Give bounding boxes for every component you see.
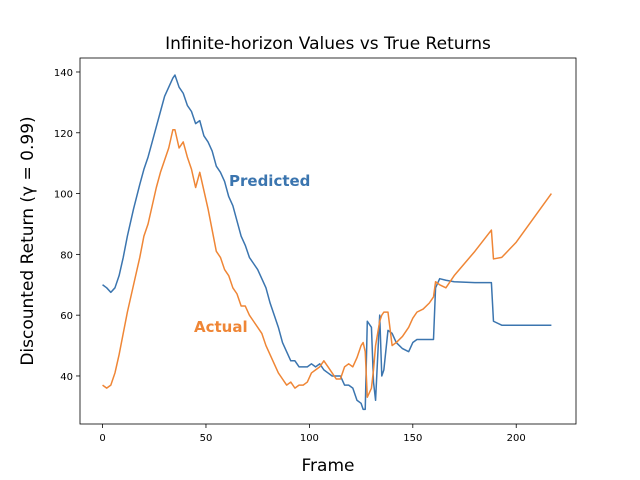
x-tick-label: 0 (99, 433, 105, 444)
y-tick-label: 120 (54, 129, 73, 140)
y-tick-label: 140 (54, 68, 73, 79)
x-tick-label: 200 (507, 433, 526, 444)
data-line (102, 74, 552, 411)
x-axis-label: Frame (302, 456, 355, 476)
y-tick-label: 100 (54, 190, 73, 201)
x-tick-label: 150 (403, 433, 422, 444)
y-tick-label: 40 (60, 372, 73, 383)
x-tick-label: 100 (300, 433, 319, 444)
y-axis-label: Discounted Return (γ = 0.99) (18, 116, 38, 365)
y-tick-label: 80 (60, 250, 73, 261)
annotation: Actual (194, 318, 248, 336)
y-tick-label: 60 (60, 311, 73, 322)
x-tick-label: 50 (200, 433, 213, 444)
plot-frame (79, 57, 577, 425)
data-line (102, 128, 552, 398)
chart-title: Infinite-horizon Values vs True Returns (165, 34, 491, 54)
annotation: Predicted (229, 172, 310, 190)
